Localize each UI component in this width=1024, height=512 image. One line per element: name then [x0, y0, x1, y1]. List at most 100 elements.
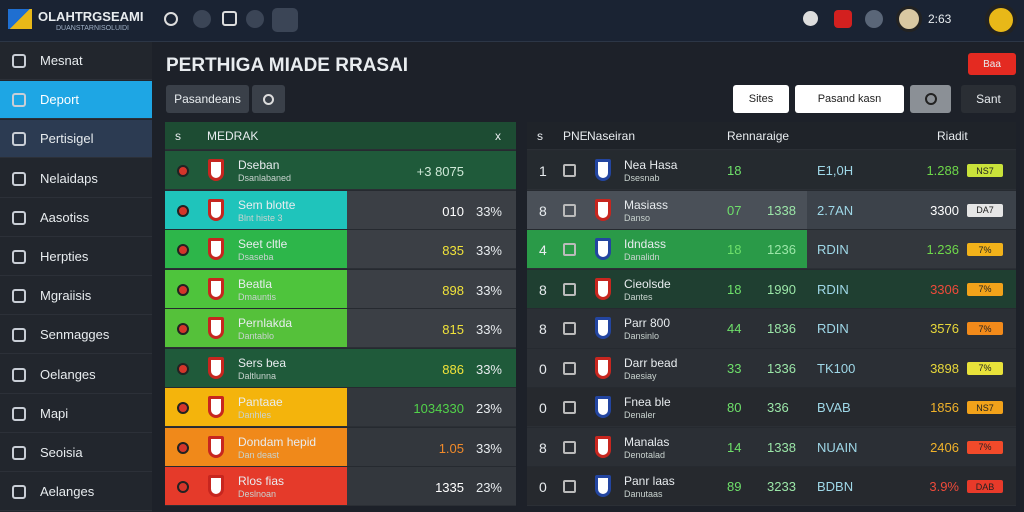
table-row[interactable]: Dseban Dsanlabaned +3 8075: [165, 150, 516, 189]
stat-value: 1.05: [438, 440, 464, 456]
club-icon: [177, 244, 189, 256]
crest: [208, 238, 224, 260]
search-button[interactable]: [910, 85, 951, 113]
sidebar-item[interactable]: Nelaidaps: [0, 160, 152, 198]
icon-button[interactable]: [222, 11, 237, 26]
nav-icon: [12, 250, 26, 264]
icon-button[interactable]: [272, 8, 298, 32]
team-name: Nea Hasa: [624, 158, 678, 172]
table-row[interactable]: Beatla Dmauntis 898 33%: [165, 268, 516, 308]
team-sub: Blnt histe 3: [238, 212, 283, 223]
icon-button[interactable]: [865, 10, 883, 28]
stat-played: 07: [727, 202, 742, 218]
sidebar-item[interactable]: Mapi: [0, 395, 152, 433]
sidebar-item[interactable]: Seoisia: [0, 434, 152, 472]
club-icon: [177, 362, 189, 375]
nav-icon: [12, 446, 26, 460]
status-icon: [563, 164, 576, 177]
team-sub: Dsaseba: [238, 252, 274, 262]
team-sub: Daesiay: [624, 370, 657, 381]
rank: 0: [539, 479, 547, 495]
header-cell: s: [537, 129, 543, 143]
alert-icon[interactable]: [834, 10, 852, 28]
dropdown[interactable]: [246, 10, 264, 28]
rank: 0: [539, 400, 547, 416]
nav-label: Pertisigel: [40, 131, 94, 147]
sidebar-item[interactable]: Pertisigel: [0, 120, 152, 159]
nav-icon: [12, 367, 26, 382]
sidebar-item[interactable]: Herpties: [0, 238, 152, 276]
stat-points: 3233: [767, 479, 796, 494]
crest: [595, 356, 611, 379]
profile-badge[interactable]: [985, 4, 1017, 36]
table-row[interactable]: Dondam hepid Dan deast 1.05 33%: [165, 426, 516, 466]
stat-code: RDIN: [817, 242, 849, 257]
table-row[interactable]: Seet cltle Dsaseba 835 33%: [165, 229, 516, 268]
stat-value: 010: [442, 203, 464, 219]
table-row[interactable]: Rlos fias Deslnoan 1335 23%: [165, 466, 516, 505]
table-row[interactable]: Sem blotte Blnt histe 3 010 33%: [165, 189, 516, 229]
table-row[interactable]: 0 Fnea ble Denaler 80 336 BVAB 1856 NS7: [527, 387, 1016, 426]
filter-sites[interactable]: Sites: [733, 85, 789, 113]
search-field[interactable]: Pasandeans: [166, 85, 249, 113]
table-row[interactable]: 0 Panr laas Danutaas 89 3233 BDBN 3.9% DAB: [527, 466, 1016, 505]
nav-label: Deport: [40, 92, 80, 108]
stat-value: 1034330: [413, 401, 464, 416]
header-cell: Naseiran: [587, 129, 636, 143]
notification[interactable]: [803, 11, 818, 26]
stat-percent: 33%: [475, 440, 502, 456]
search-icon[interactable]: [164, 12, 178, 26]
table-row[interactable]: Sers bea Daltlunna 886 33%: [165, 347, 516, 387]
sidebar-item[interactable]: Aasotiss: [0, 199, 152, 237]
table-row[interactable]: 8 Manalas Denotalad 14 1338 NUAIN 2406 7%: [527, 426, 1016, 466]
sidebar-item[interactable]: Senmagges: [0, 316, 152, 355]
icon-button[interactable]: [193, 10, 211, 28]
nav-icon: [12, 171, 26, 186]
team-sub: Danhles: [238, 410, 272, 420]
sidebar-item[interactable]: Aelanges: [0, 473, 152, 512]
sidebar-item[interactable]: Mgraiisis: [0, 277, 152, 316]
nav-icon: [12, 406, 26, 421]
left-table: s MEDRAK x Dseban Dsanlabaned +3 8075 Sem blot…: [165, 122, 516, 506]
table-row[interactable]: Pantaae Danhles 1034330 23%: [165, 387, 516, 426]
table-row[interactable]: 8 Cieolsde Dantes 18 1990 RDIN 3306 7%: [527, 268, 1016, 308]
team-name: Sem blotte: [238, 197, 296, 212]
team-name: Rlos fias: [238, 474, 285, 488]
filter-field[interactable]: Pasand kasn: [795, 85, 904, 113]
stat-total: 3898: [930, 360, 959, 376]
avatar[interactable]: [896, 6, 922, 32]
table-row[interactable]: Pernlakda Dantablo 815 33%: [165, 308, 516, 347]
team-name: Sers bea: [238, 355, 287, 370]
form-badge: 7%: [967, 322, 1003, 335]
stat-played: 33: [727, 360, 742, 376]
stat-total: 3306: [930, 281, 959, 297]
nav-icon: [12, 54, 26, 68]
search-button[interactable]: [252, 85, 285, 113]
stat-points: 1336: [767, 360, 796, 376]
team-name: Darr bead: [624, 355, 678, 370]
table-row[interactable]: 4 Idndass Danalidn 18 1236 RDIN 1.236 7%: [527, 229, 1016, 268]
stat-code: 2.7AN: [817, 202, 854, 218]
sort-button[interactable]: Sant: [961, 85, 1016, 113]
team-sub: Dantablo: [238, 331, 275, 341]
rank: 8: [539, 321, 547, 337]
sidebar-item[interactable]: Deport: [0, 81, 152, 120]
table-row[interactable]: 8 Parr 800 Dansinlo 44 1836 RDIN 3576 7%: [527, 308, 1016, 347]
stat-total: 3300: [930, 202, 959, 218]
crest: [208, 475, 224, 497]
table-row[interactable]: 1 Nea Hasa Dsesnab 18 E1,0H 1.288 NS7: [527, 150, 1016, 189]
sidebar-item[interactable]: Mesnat: [0, 42, 152, 80]
logo-text: OLAHTRGSEAMI: [38, 9, 144, 24]
table-row[interactable]: 8 Masiass Danso 07 1338 2.7AN 3300 DA7: [527, 189, 1016, 229]
crest: [595, 475, 611, 497]
table-row[interactable]: 0 Darr bead Daesiay 33 1336 TK100 3898 7%: [527, 347, 1016, 387]
team-sub: Dansinlo: [624, 331, 660, 341]
action-button[interactable]: Baa: [968, 53, 1016, 75]
stat-points: 336: [767, 400, 789, 415]
form-badge: 7%: [967, 440, 1003, 454]
club-icon: [177, 481, 189, 493]
crest: [208, 356, 224, 379]
nav-label: Mapi: [40, 405, 69, 421]
sidebar-item[interactable]: Oelanges: [0, 356, 152, 394]
